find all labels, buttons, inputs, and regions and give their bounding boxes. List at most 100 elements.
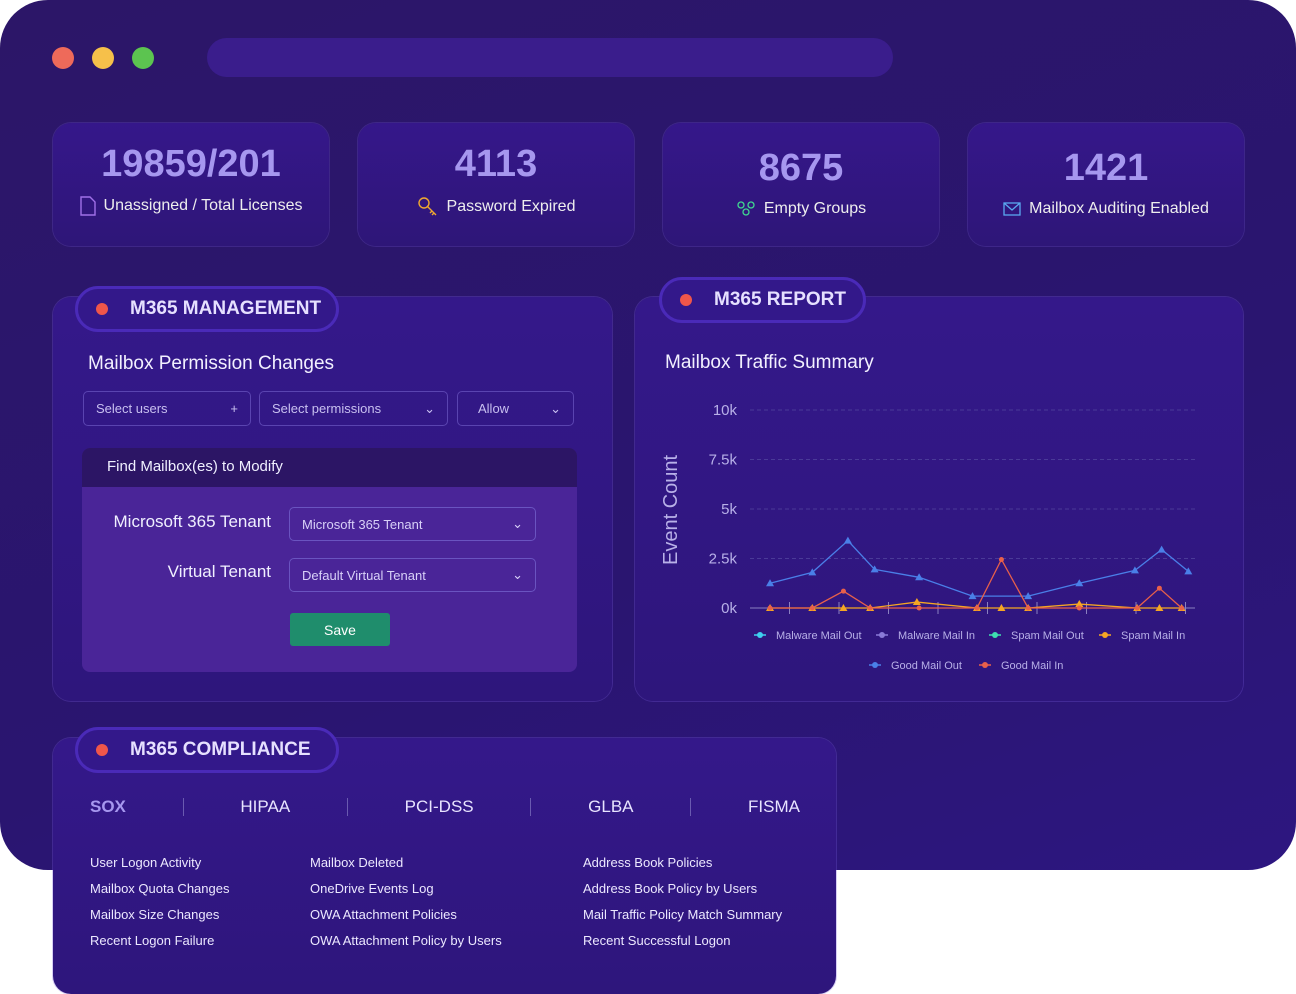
stat-label: Password Expired xyxy=(446,198,576,215)
legend-marker xyxy=(879,632,885,638)
select-permissions-dropdown[interactable]: Select permissions ⌄ xyxy=(259,391,448,426)
tab-sox[interactable]: SOX xyxy=(90,797,126,816)
tenant-label: Microsoft 365 Tenant xyxy=(113,512,272,531)
data-point xyxy=(1075,579,1084,587)
stat-label: Mailbox Auditing Enabled xyxy=(1029,200,1209,217)
report-link[interactable]: OWA Attachment Policy by Users xyxy=(310,933,502,948)
legend-marker xyxy=(992,632,998,638)
report-link[interactable]: Recent Logon Failure xyxy=(90,933,215,948)
stat-value: 8675 xyxy=(758,147,844,189)
stat-card-groups: 8675 Empty Groups xyxy=(663,123,939,246)
virtual-tenant-dropdown[interactable]: Default Virtual Tenant ⌄ xyxy=(289,558,536,592)
tab-glba[interactable]: GLBA xyxy=(588,797,634,816)
tenant-dropdown[interactable]: Microsoft 365 Tenant ⌄ xyxy=(289,507,536,541)
section-title: M365 COMPLIANCE xyxy=(130,739,311,760)
data-point xyxy=(998,556,1004,562)
report-link[interactable]: Mailbox Deleted xyxy=(310,855,404,870)
form-header: Find Mailbox(es) to Modify xyxy=(82,448,577,487)
report-link[interactable]: Address Book Policies xyxy=(583,855,713,870)
panel-heading: Mailbox Permission Changes xyxy=(88,353,335,374)
report-panel xyxy=(635,297,1243,701)
stat-label: Empty Groups xyxy=(763,200,867,217)
stat-card-auditing: 1421 Mailbox Auditing Enabled xyxy=(968,123,1244,246)
data-point xyxy=(1179,605,1185,611)
allow-dropdown[interactable]: Allow ⌄ xyxy=(457,391,574,426)
report-section-title: M365 REPORT xyxy=(659,277,866,323)
stat-value: 1421 xyxy=(1063,147,1149,189)
report-link[interactable]: OneDrive Events Log xyxy=(310,881,434,896)
report-link[interactable]: Mailbox Size Changes xyxy=(90,907,220,922)
series-line xyxy=(770,601,1182,609)
report-link[interactable]: User Logon Activity xyxy=(90,855,202,870)
section-title: M365 REPORT xyxy=(714,289,846,310)
tab-fisma[interactable]: FISMA xyxy=(748,797,800,816)
stat-card-licenses: 19859/201 Unassigned / Total Licenses xyxy=(53,123,329,246)
legend-marker xyxy=(872,662,878,668)
data-point xyxy=(870,565,879,573)
status-dot xyxy=(96,303,108,315)
virtual-tenant-value: Default Virtual Tenant xyxy=(302,567,426,583)
compliance-tabs: SOX HIPAA PCI-DSS GLBA FISMA xyxy=(90,797,800,817)
legend-label: Spam Mail In xyxy=(1121,630,1185,642)
data-point xyxy=(912,598,921,606)
save-button[interactable]: Save xyxy=(290,613,390,646)
data-point xyxy=(840,588,846,594)
data-point xyxy=(1130,566,1139,574)
series-line xyxy=(770,558,1183,609)
report-list-col-2: Mailbox Deleted OneDrive Events Log OWA At… xyxy=(310,850,502,954)
data-point xyxy=(1076,605,1082,611)
data-point xyxy=(809,605,815,611)
tab-pci-dss[interactable]: PCI-DSS xyxy=(404,797,474,816)
select-users-input[interactable]: Select users + xyxy=(83,391,251,426)
compliance-panel xyxy=(53,738,836,994)
legend-marker xyxy=(757,632,763,638)
report-link[interactable]: Recent Successful Logon xyxy=(583,933,731,948)
data-point xyxy=(1075,600,1084,608)
close-window-button[interactable] xyxy=(52,47,74,69)
report-link[interactable]: Mail Traffic Policy Match Summary xyxy=(583,907,783,922)
virtual-tenant-label: Virtual Tenant xyxy=(167,562,271,581)
document-icon xyxy=(79,196,96,216)
maximize-window-button[interactable] xyxy=(132,47,154,69)
panel-heading: Mailbox Traffic Summary xyxy=(665,352,874,373)
status-dot xyxy=(96,744,108,756)
section-title: M365 MANAGEMENT xyxy=(130,298,322,319)
report-link[interactable]: OWA Attachment Policies xyxy=(310,907,457,922)
select-users-placeholder: Select users xyxy=(96,401,168,416)
data-point xyxy=(916,605,922,611)
y-tick-label: 0k xyxy=(721,600,737,617)
legend-label: Malware Mail Out xyxy=(776,630,862,642)
chevron-down-icon: ⌄ xyxy=(512,567,523,582)
data-point xyxy=(997,604,1006,611)
data-point xyxy=(1134,605,1140,611)
data-point xyxy=(1184,567,1193,575)
tab-hipaa[interactable]: HIPAA xyxy=(240,797,291,816)
y-tick-label: 2.5k xyxy=(709,551,738,568)
y-axis-label: Event Count xyxy=(660,454,682,565)
legend-marker xyxy=(982,662,988,668)
data-point xyxy=(843,536,852,544)
select-permissions-placeholder: Select permissions xyxy=(272,401,382,416)
legend-label: Good Mail In xyxy=(1001,660,1063,672)
chevron-down-icon: ⌄ xyxy=(550,400,561,416)
report-list-col-1: User Logon Activity Mailbox Quota Changes… xyxy=(90,850,229,954)
series-line xyxy=(769,539,1189,597)
data-point xyxy=(968,592,977,600)
minimize-window-button[interactable] xyxy=(92,47,114,69)
traffic-chart: 0k 2.5k 5k 7.5k 10k Event Count Malware Mail O… xyxy=(660,402,1195,672)
data-point xyxy=(1025,605,1031,611)
report-link[interactable]: Address Book Policy by Users xyxy=(583,881,758,896)
stat-card-password: 4113 Password Expired xyxy=(358,123,634,246)
address-bar[interactable] xyxy=(207,38,893,77)
stat-value: 4113 xyxy=(454,143,538,185)
data-point xyxy=(867,605,873,611)
data-point xyxy=(1156,585,1162,591)
legend-marker xyxy=(1102,632,1108,638)
group-icon xyxy=(737,201,755,216)
mail-icon xyxy=(1003,202,1021,216)
compliance-section-title: M365 COMPLIANCE xyxy=(75,727,339,773)
data-point xyxy=(767,605,773,611)
management-section-title: M365 MANAGEMENT xyxy=(75,286,339,332)
legend-label: Spam Mail Out xyxy=(1011,630,1084,642)
report-link[interactable]: Mailbox Quota Changes xyxy=(90,881,230,896)
